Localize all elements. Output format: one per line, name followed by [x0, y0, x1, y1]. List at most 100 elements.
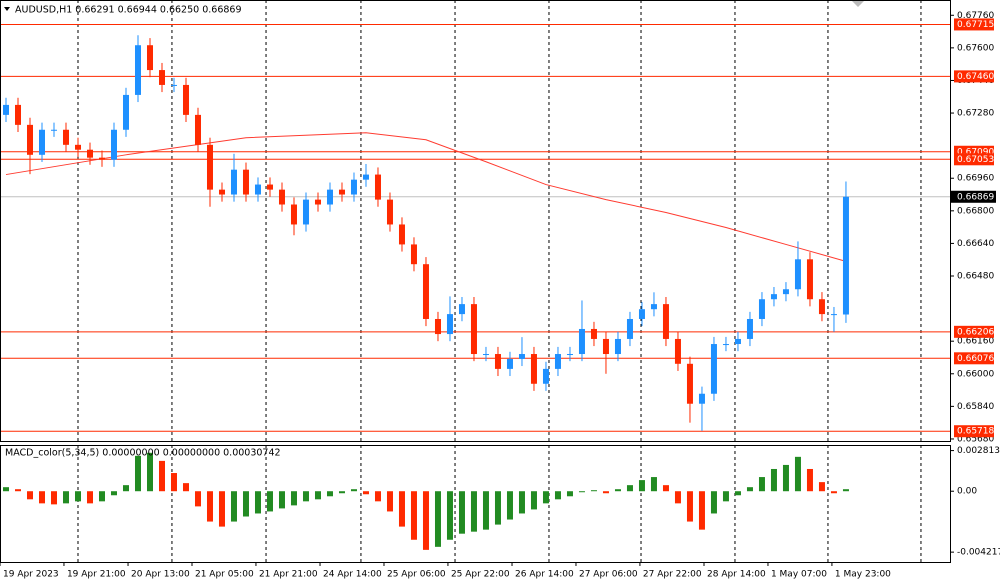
x-tick-label: 1 May 07:00 — [771, 570, 827, 580]
level-label-box — [954, 352, 994, 365]
candle-body — [638, 309, 645, 319]
candle-body — [434, 318, 441, 335]
macd-bar — [2, 487, 9, 492]
candle-body — [110, 129, 117, 160]
x-tick-label: 21 Apr 21:00 — [259, 570, 318, 580]
macd-bar — [254, 491, 261, 514]
macd-bar — [314, 491, 321, 500]
macd-bar — [242, 491, 249, 517]
candle-body — [266, 184, 273, 190]
macd-bar — [842, 489, 849, 492]
candle-body — [602, 338, 609, 355]
macd-bar — [686, 491, 693, 522]
candle-body — [14, 104, 21, 125]
candle-body — [230, 169, 237, 195]
macd-bar — [434, 491, 441, 547]
macd-bar — [734, 491, 741, 496]
candle-body — [506, 358, 513, 369]
candle-body — [38, 129, 45, 155]
level-label: 0.65718 — [957, 427, 994, 437]
macd-bar — [746, 487, 753, 492]
y-tick-label: 0.66640 — [957, 239, 994, 249]
level-label-box — [954, 70, 994, 83]
candle-body — [758, 299, 765, 319]
macd-bar — [182, 483, 189, 492]
macd-bar — [386, 491, 393, 512]
macd-bar — [638, 480, 645, 492]
macd-bar — [518, 491, 525, 514]
level-label-box — [954, 18, 994, 31]
macd-bar — [206, 491, 213, 522]
candle-body — [578, 328, 585, 355]
candle-body — [530, 354, 537, 384]
candle-body — [2, 104, 9, 115]
candle-body — [842, 196, 849, 315]
x-tick-label: 27 Apr 06:00 — [579, 570, 638, 580]
macd-title: MACD_color(5,34,5) 0.00000000 0.00000000… — [5, 448, 281, 459]
macd-bar — [134, 455, 141, 492]
candle-body — [662, 304, 669, 339]
candle-body — [626, 318, 633, 339]
macd-bar — [146, 452, 153, 492]
x-tick-label: 19 Apr 21:00 — [67, 570, 126, 580]
level-label-box — [954, 425, 994, 438]
menu-icon[interactable] — [4, 7, 10, 11]
candle-body — [374, 174, 381, 200]
macd-bar — [794, 456, 801, 492]
macd-bar — [698, 491, 705, 530]
macd-bar — [14, 489, 21, 492]
shift-marker — [852, 1, 864, 7]
candle-body — [386, 199, 393, 225]
macd-bar — [26, 491, 33, 500]
candle-body — [74, 144, 81, 150]
macd-bar — [122, 485, 129, 492]
x-tick-label: 1 May 23:00 — [835, 570, 891, 580]
chart-title: AUDUSD,H1 0.66291 0.66944 0.66250 0.6686… — [15, 5, 242, 16]
macd-bar — [350, 489, 357, 492]
macd-bar — [650, 477, 657, 492]
macd-bar — [410, 491, 417, 540]
candle-body — [674, 338, 681, 364]
candle-body — [794, 259, 801, 290]
macd-bar — [602, 491, 609, 494]
macd-bar — [542, 491, 549, 504]
candle-body — [50, 129, 57, 131]
macd-bar — [170, 473, 177, 492]
level-label: 0.66206 — [957, 327, 994, 337]
macd-bar — [302, 491, 309, 502]
y-tick-label: 0.66960 — [957, 174, 994, 184]
candle-body — [206, 144, 213, 190]
current-price-box — [951, 190, 996, 203]
level-label-box — [954, 325, 994, 338]
y-tick-label: 0.65840 — [957, 402, 994, 412]
candle-body — [302, 199, 309, 225]
level-label: 0.66076 — [957, 354, 994, 364]
candle-body — [614, 338, 621, 355]
macd-bar — [710, 491, 717, 514]
candle-body — [218, 189, 225, 195]
candle-body — [770, 294, 777, 300]
level-label: 0.67715 — [957, 20, 994, 30]
x-tick-label: 20 Apr 13:00 — [131, 570, 190, 580]
macd-bar — [50, 491, 57, 505]
current-price-label: 0.66869 — [957, 192, 994, 202]
macd-bar — [266, 491, 273, 512]
candle-body — [818, 299, 825, 315]
level-label-box — [954, 153, 994, 166]
candle-body — [362, 174, 369, 180]
macd-bar — [446, 491, 453, 540]
candle-body — [182, 84, 189, 115]
macd-bar — [278, 491, 285, 509]
candle-body — [710, 344, 717, 394]
candle-body — [98, 157, 105, 160]
macd-bar — [362, 491, 369, 495]
macd-bar — [470, 491, 477, 532]
macd-bar — [398, 491, 405, 527]
candle-body — [782, 289, 789, 295]
x-tick-label: 25 Apr 22:00 — [451, 570, 510, 580]
candle-body — [278, 189, 285, 205]
candle-body — [698, 393, 705, 404]
candle-body — [26, 124, 33, 155]
